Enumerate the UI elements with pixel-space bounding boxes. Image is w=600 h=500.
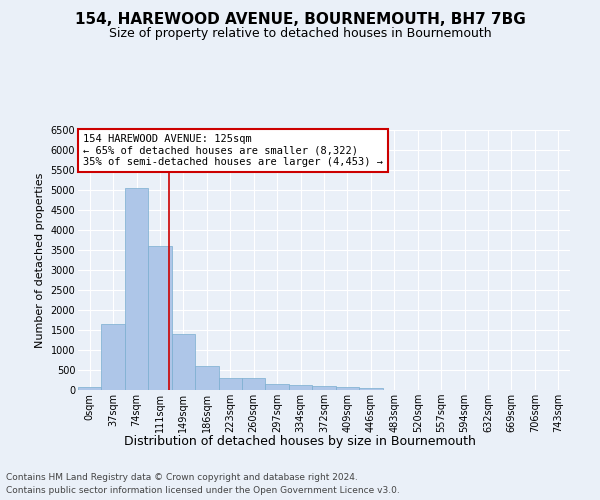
Bar bbox=[101, 324, 125, 390]
Bar bbox=[289, 385, 312, 390]
Bar bbox=[172, 334, 195, 390]
Text: 154 HAREWOOD AVENUE: 125sqm
← 65% of detached houses are smaller (8,322)
35% of : 154 HAREWOOD AVENUE: 125sqm ← 65% of det… bbox=[83, 134, 383, 167]
Bar bbox=[218, 378, 242, 390]
Y-axis label: Number of detached properties: Number of detached properties bbox=[35, 172, 45, 348]
Text: Size of property relative to detached houses in Bournemouth: Size of property relative to detached ho… bbox=[109, 28, 491, 40]
Text: 154, HAREWOOD AVENUE, BOURNEMOUTH, BH7 7BG: 154, HAREWOOD AVENUE, BOURNEMOUTH, BH7 7… bbox=[74, 12, 526, 28]
Text: Distribution of detached houses by size in Bournemouth: Distribution of detached houses by size … bbox=[124, 435, 476, 448]
Bar bbox=[125, 188, 148, 390]
Bar bbox=[359, 388, 383, 390]
Bar bbox=[148, 246, 172, 390]
Text: Contains public sector information licensed under the Open Government Licence v3: Contains public sector information licen… bbox=[6, 486, 400, 495]
Bar bbox=[78, 387, 101, 390]
Bar bbox=[336, 387, 359, 390]
Bar bbox=[195, 366, 218, 390]
Text: Contains HM Land Registry data © Crown copyright and database right 2024.: Contains HM Land Registry data © Crown c… bbox=[6, 472, 358, 482]
Bar bbox=[242, 378, 265, 390]
Bar bbox=[312, 386, 336, 390]
Bar bbox=[265, 384, 289, 390]
